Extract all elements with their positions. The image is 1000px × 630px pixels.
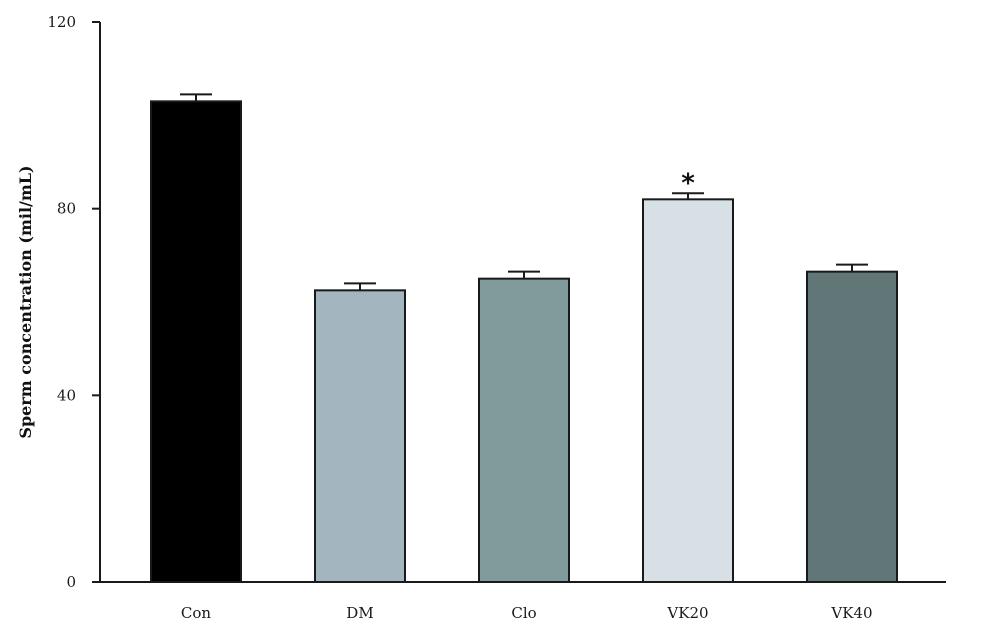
bars-layer — [150, 93, 898, 583]
x-tick-label-dm: DM — [346, 604, 373, 622]
axes-layer — [99, 22, 946, 583]
x-tick-label-clo: Clo — [511, 604, 536, 622]
bar-vk20 — [642, 198, 734, 583]
y-tick-label-0: 0 — [66, 573, 76, 591]
y-tick-label-40: 40 — [57, 386, 76, 404]
bar-vk40 — [806, 270, 898, 583]
y-tick-label-120: 120 — [47, 13, 76, 31]
x-tick-label-vk40: VK40 — [830, 604, 872, 622]
significance-marker-vk20: * — [681, 168, 695, 198]
y-axis-title: Sperm concentration (mil/mL) — [16, 165, 35, 438]
x-tick-label-vk20: VK20 — [666, 604, 708, 622]
bar-dm — [314, 289, 406, 583]
y-tick-label-80: 80 — [57, 200, 76, 218]
bar-con — [150, 100, 242, 583]
x-tick-label-con: Con — [181, 604, 212, 622]
bar-clo — [478, 277, 570, 583]
ticks-layer: Con DM Clo VK20 VK40 0 40 80 120 * — [47, 13, 872, 622]
